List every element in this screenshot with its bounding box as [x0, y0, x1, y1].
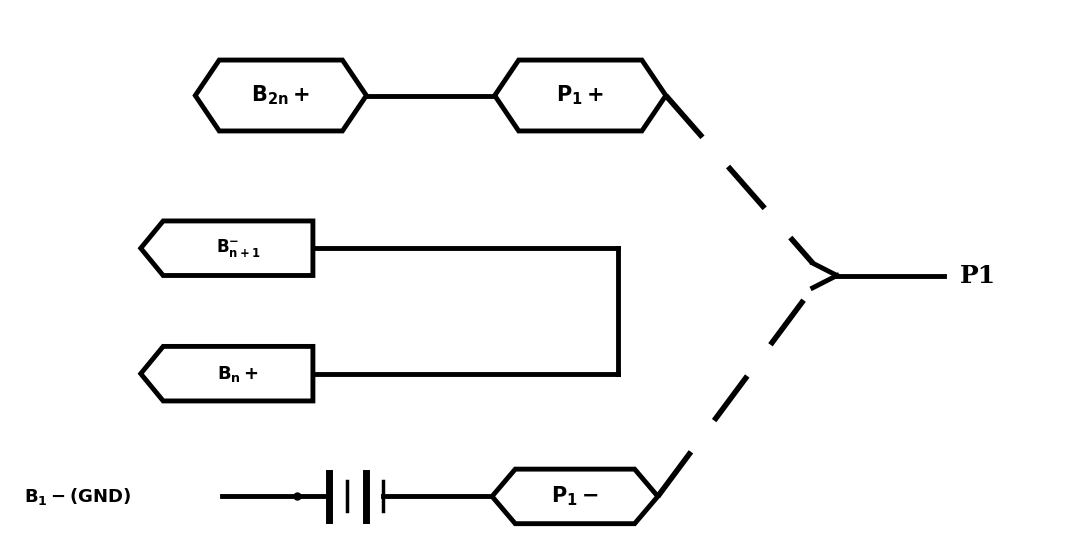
Text: $\mathbf{P_1+}$: $\mathbf{P_1+}$	[557, 84, 604, 107]
Text: P1: P1	[960, 263, 997, 288]
Polygon shape	[494, 60, 665, 131]
Text: $\mathbf{B_1-(GND)}$: $\mathbf{B_1-(GND)}$	[24, 486, 131, 507]
Text: $\mathbf{B_{2n}+}$: $\mathbf{B_{2n}+}$	[252, 84, 311, 107]
Text: $\mathbf{P_1-}$: $\mathbf{P_1-}$	[551, 485, 599, 508]
Polygon shape	[141, 221, 313, 276]
Polygon shape	[492, 469, 658, 523]
Text: $\mathbf{B_n+}$: $\mathbf{B_n+}$	[217, 364, 259, 383]
Polygon shape	[196, 60, 367, 131]
Polygon shape	[141, 347, 313, 401]
Text: $\mathbf{B_{n+1}^{-}}$: $\mathbf{B_{n+1}^{-}}$	[216, 237, 260, 259]
